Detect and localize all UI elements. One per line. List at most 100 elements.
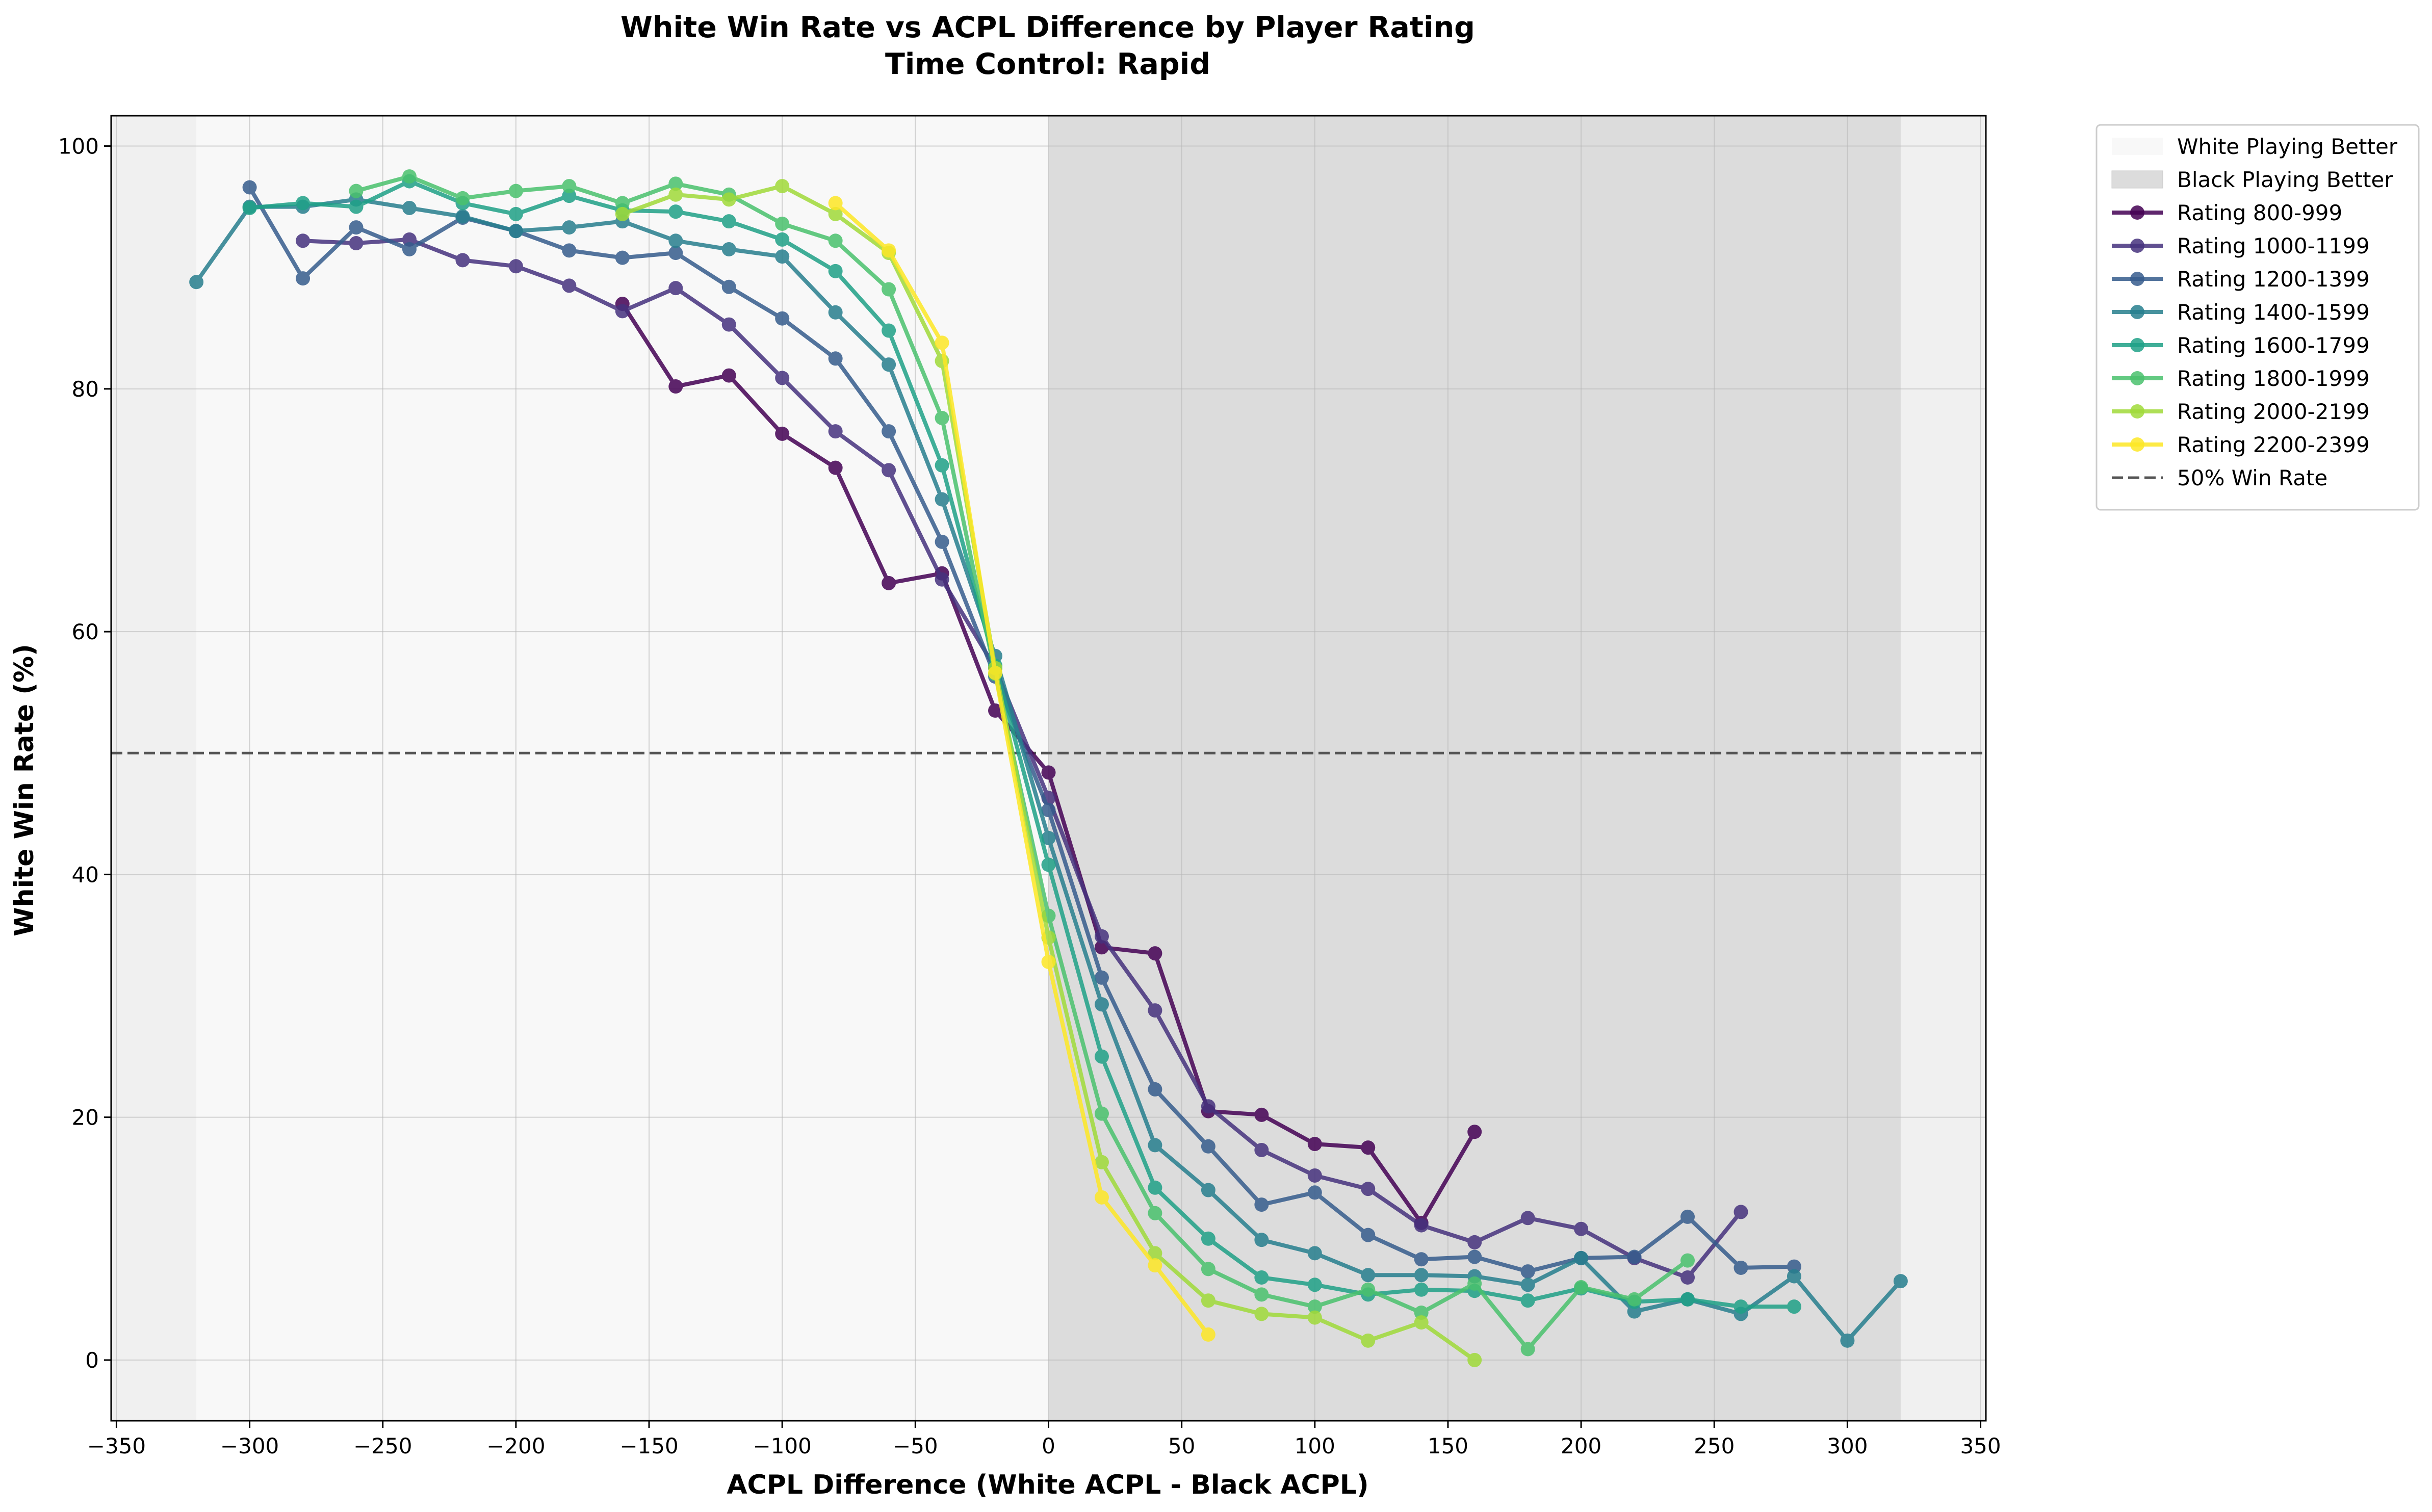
legend-label: Black Playing Better [2177,167,2393,192]
data-point [828,264,843,278]
data-point [1254,1142,1269,1157]
y-tick-label: 40 [72,862,99,887]
data-point [1041,954,1056,969]
data-point [1467,1235,1482,1249]
legend-label: Rating 1000-1199 [2177,233,2370,258]
data-point [1254,1307,1269,1321]
legend-label: 50% Win Rate [2177,465,2327,490]
x-tick-label: −50 [893,1433,938,1458]
series-6 [615,179,1482,1367]
data-point [349,184,364,198]
legend-item-black-better: Black Playing Better [2111,167,2393,192]
legend-label: Rating 1800-1999 [2177,366,2370,391]
data-point [882,463,896,478]
data-point [1520,1342,1535,1357]
data-point [1680,1292,1695,1307]
data-point [721,368,736,383]
data-point [402,169,417,184]
data-point [562,220,577,235]
data-point [1574,1250,1589,1265]
data-point [1148,1258,1162,1273]
data-point [1041,765,1056,780]
data-point [1201,1293,1215,1308]
data-point [1414,1252,1429,1267]
data-point [349,199,364,214]
x-axis-label: ACPL Difference (White ACPL - Black ACPL… [727,1470,1368,1500]
data-point [1307,1137,1322,1152]
data-point [1094,1190,1109,1205]
data-point [455,209,470,224]
data-point [1254,1287,1269,1302]
data-point [1627,1249,1642,1264]
data-point [349,220,364,235]
data-point [1094,970,1109,985]
x-tick-label: 250 [1694,1433,1735,1458]
data-point [882,424,896,439]
data-point [721,214,736,229]
data-point [1307,1278,1322,1292]
data-point [1627,1292,1642,1307]
legend-swatch [2112,138,2163,155]
data-point [1094,1049,1109,1064]
legend-box [2095,124,2420,511]
series-line [834,201,1210,1336]
data-point [935,458,949,473]
data-point [882,576,896,590]
legend-item-series-7: Rating 2200-2399 [2112,432,2370,457]
x-tick-label: 100 [1295,1433,1335,1458]
data-point [882,323,896,338]
x-tick-label: 200 [1561,1433,1601,1458]
data-point [1361,1268,1376,1283]
data-point [455,253,470,268]
x-tick-label: −350 [87,1433,146,1458]
data-point [828,424,843,439]
data-point [828,233,843,248]
data-point [1148,1246,1162,1261]
legend-item-series-0: Rating 800-999 [2112,200,2342,225]
data-point [668,204,683,219]
data-point [1467,1352,1482,1367]
data-point [882,282,896,297]
data-point [1520,1278,1535,1292]
series-line [302,237,1743,1280]
data-point [296,196,311,211]
data-point [1414,1268,1429,1283]
data-point [1041,857,1056,872]
data-point [828,460,843,475]
data-point [1574,1280,1589,1295]
data-point [988,666,1003,681]
data-point [242,180,257,195]
data-point [1361,1228,1376,1242]
legend-item-series-2: Rating 1200-1399 [2112,267,2370,292]
data-point [668,233,683,248]
legend-swatch-marker [2130,338,2144,352]
data-point [242,200,257,215]
data-point [828,196,843,211]
data-point [668,379,683,394]
legend-item-series-3: Rating 1400-1599 [2112,300,2370,325]
data-point [402,242,417,256]
data-point [1201,1231,1215,1246]
chart-title: White Win Rate vs ACPL Difference by Pla… [620,11,1475,44]
data-point [1467,1249,1482,1264]
data-point [935,572,949,587]
y-axis-ticks: 0 20 40 60 80 100 [58,134,111,1373]
data-point [508,259,523,274]
data-point [1680,1270,1695,1285]
data-point [775,216,790,231]
data-point [1520,1264,1535,1279]
data-point [189,275,204,290]
data-point [1520,1293,1535,1308]
data-point [508,224,523,239]
x-tick-label: 150 [1428,1433,1468,1458]
series-group [189,169,1908,1367]
data-point [1574,1221,1589,1236]
data-point [1148,1206,1162,1220]
legend: White Playing Better Black Playing Better… [2095,124,2420,511]
x-tick-label: −150 [619,1433,678,1458]
legend-label: Rating 1400-1599 [2177,300,2370,325]
data-point [1041,803,1056,818]
data-point [721,317,736,332]
data-point [1414,1282,1429,1297]
legend-swatch-marker [2130,305,2144,319]
